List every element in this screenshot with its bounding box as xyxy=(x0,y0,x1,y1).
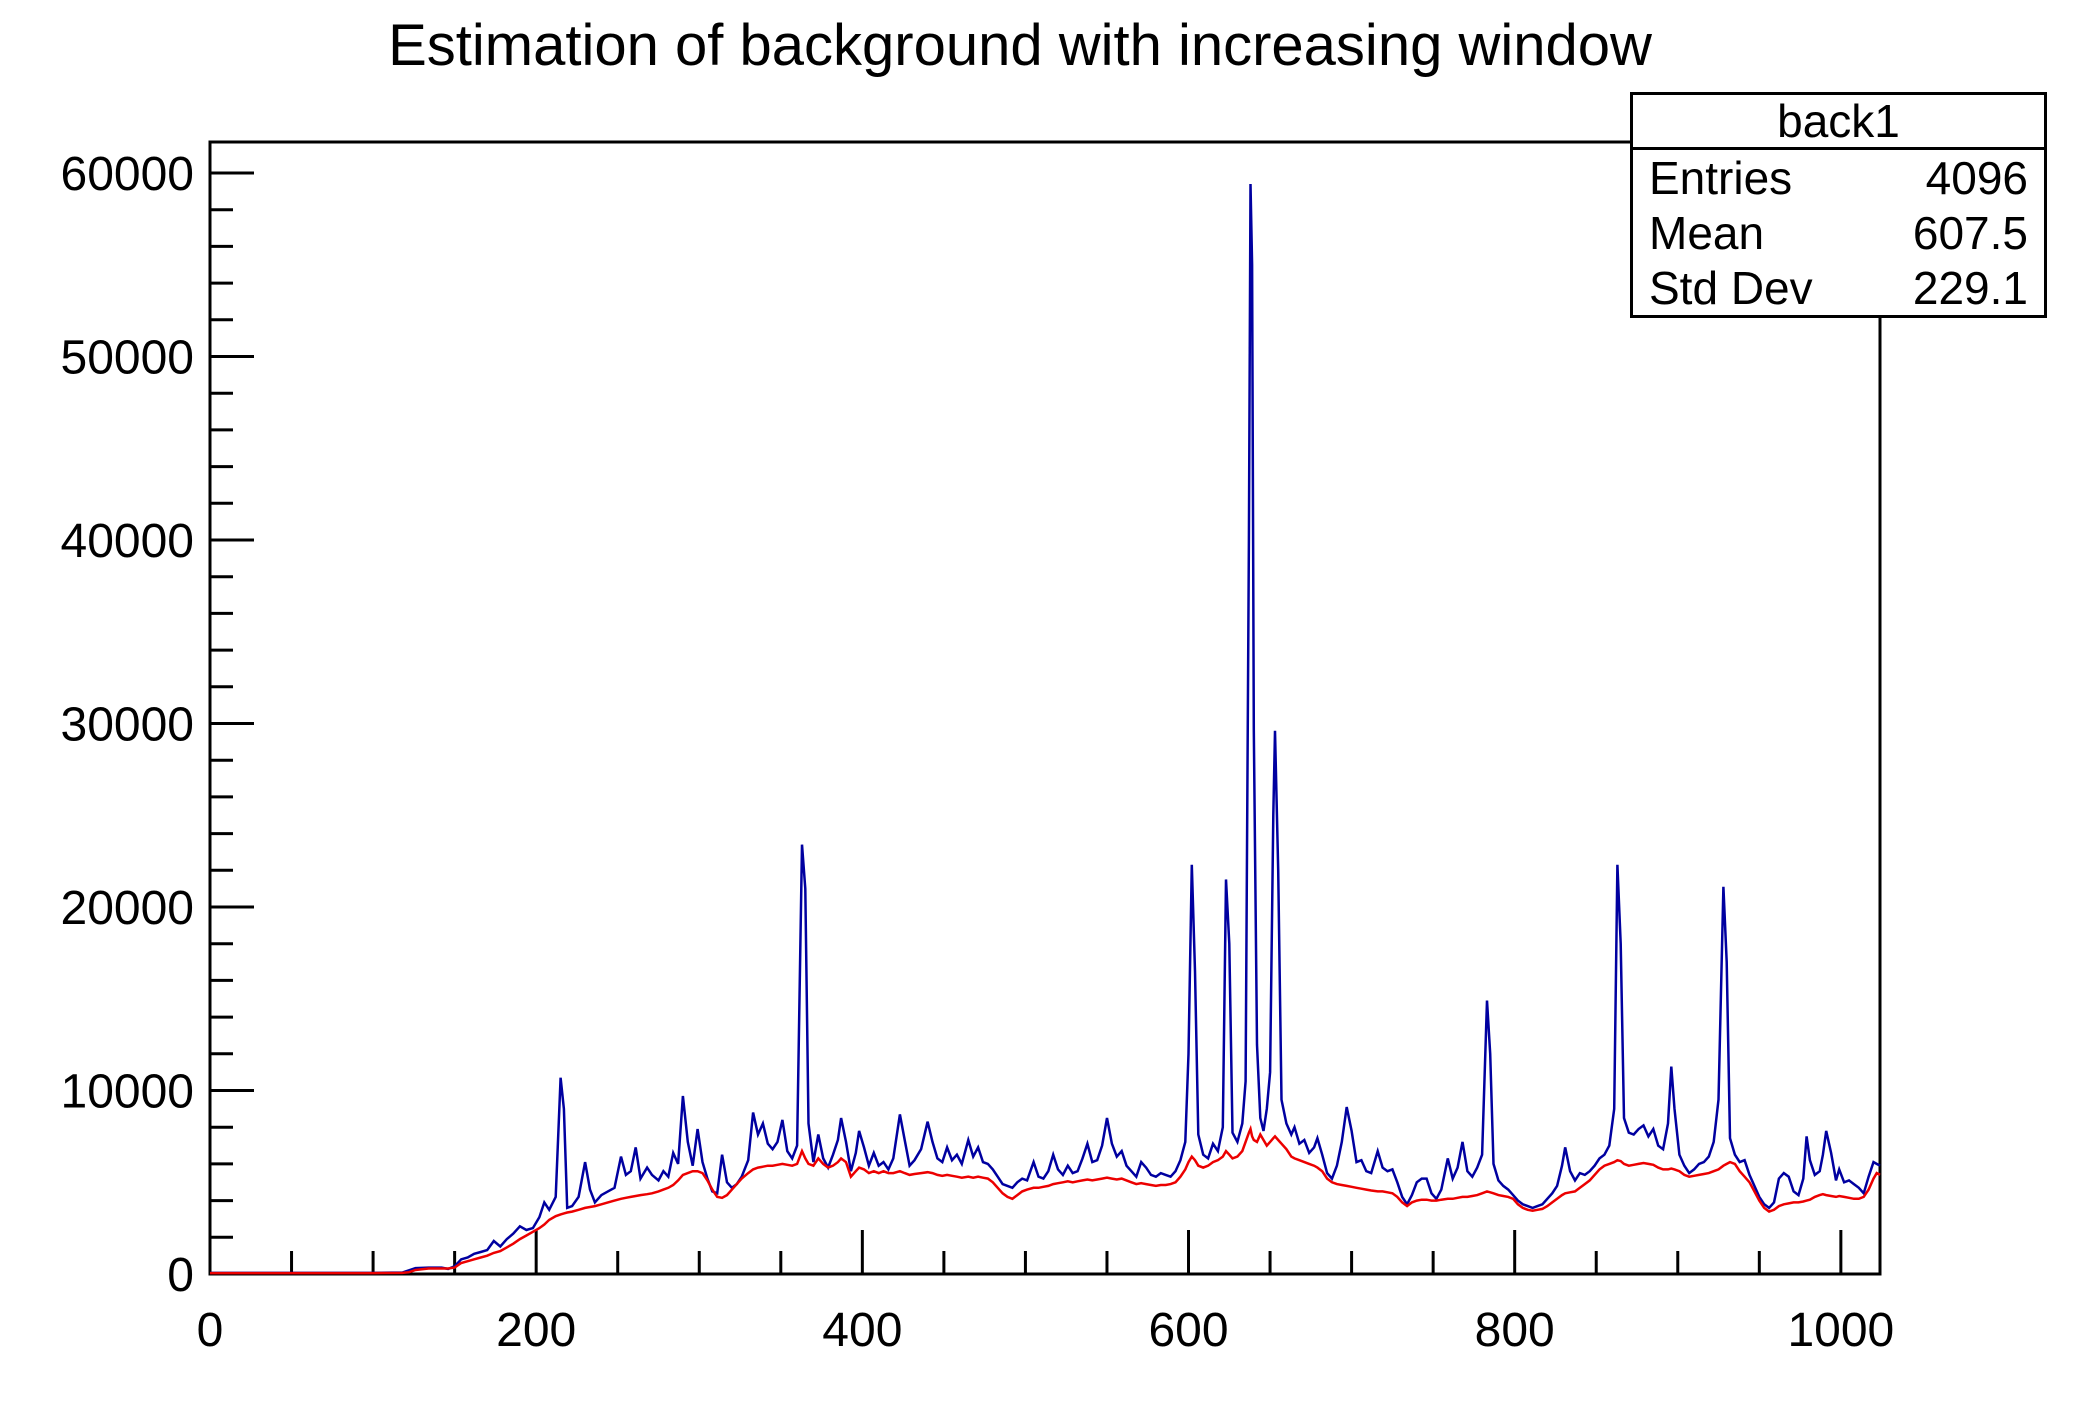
x-tick-label: 400 xyxy=(822,1304,902,1357)
x-tick-label: 800 xyxy=(1475,1304,1555,1357)
y-tick-label: 0 xyxy=(167,1249,194,1302)
stats-row-value: 229.1 xyxy=(1912,261,2028,314)
stats-row: Std Dev 229.1 xyxy=(1633,262,2044,314)
spectrum-curve xyxy=(210,183,1881,1275)
chart-title: Estimation of background with increasing… xyxy=(388,13,1652,78)
x-tick-label: 600 xyxy=(1148,1304,1228,1357)
stats-box-title: back1 xyxy=(1633,95,2044,150)
y-tick-label: 10000 xyxy=(61,1066,194,1119)
y-tick-label: 20000 xyxy=(61,882,194,935)
y-tick-label: 30000 xyxy=(61,699,194,752)
stats-row: Entries 4096 xyxy=(1633,152,2044,204)
stats-row-label: Std Dev xyxy=(1649,261,1813,314)
y-tick-label: 40000 xyxy=(61,515,194,568)
y-tick-label: 60000 xyxy=(61,148,194,201)
stats-row-label: Entries xyxy=(1649,151,1793,204)
stats-rows: Entries 4096 Mean 607.5 Std Dev 229.1 xyxy=(1633,150,2044,315)
stats-row: Mean 607.5 xyxy=(1633,207,2044,259)
stats-row-value: 4096 xyxy=(1925,151,2028,204)
x-tick-label: 0 xyxy=(197,1304,224,1357)
plot-frame xyxy=(208,140,1882,1276)
stats-row-value: 607.5 xyxy=(1912,206,2028,259)
stats-box: back1 Entries 4096 Mean 607.5 Std Dev 229.1 xyxy=(1630,92,2047,318)
x-tick-label: 200 xyxy=(496,1304,576,1357)
background-estimate-curve xyxy=(210,1124,1881,1275)
stats-row-label: Mean xyxy=(1649,206,1765,259)
y-tick-label: 50000 xyxy=(61,332,194,385)
x-tick-label: 1000 xyxy=(1787,1304,1894,1357)
